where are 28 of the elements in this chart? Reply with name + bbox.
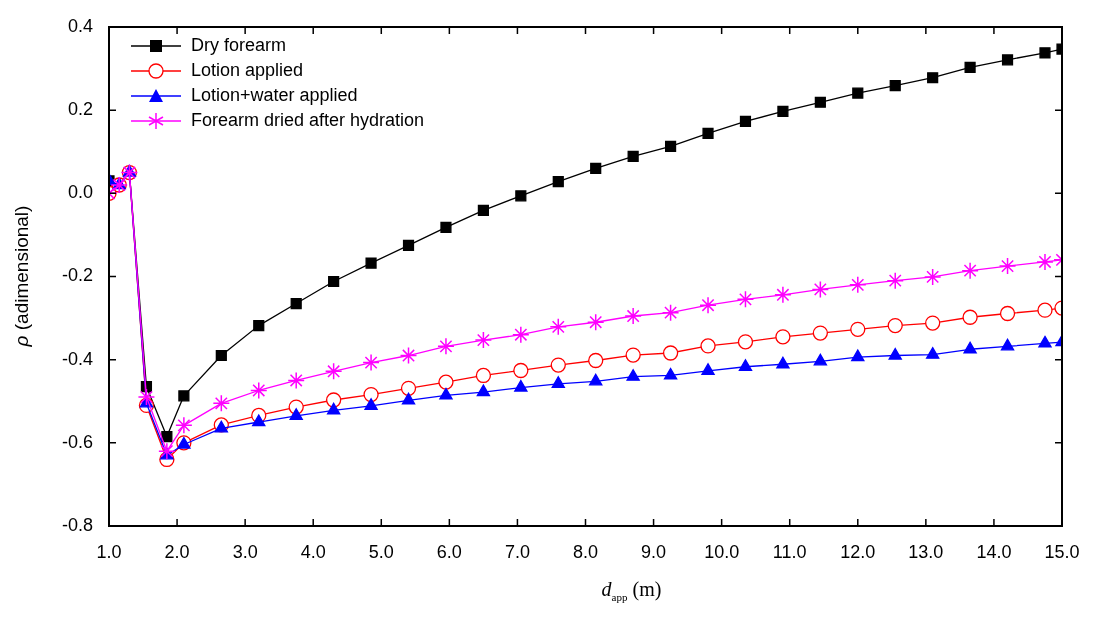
x-tick-label: 12.0 <box>840 541 876 562</box>
x-tick-label: 10.0 <box>704 541 740 562</box>
x-tick-label: 8.0 <box>572 541 599 562</box>
x-tick-label: 11.0 <box>772 541 807 562</box>
y-tick-label: 0.4 <box>67 15 93 36</box>
x-tick-label: 2.0 <box>164 541 190 562</box>
y-axis-title: ρ (adimensional) <box>11 205 33 347</box>
legend-label: Forearm dried after hydration <box>191 109 425 132</box>
x-tick-label: 14.0 <box>976 541 1012 562</box>
x-tick-label: 6.0 <box>436 541 462 562</box>
legend-label: Dry forearm <box>191 34 287 57</box>
y-tick-label: 0.0 <box>67 182 93 203</box>
x-tick-label: 13.0 <box>908 541 944 562</box>
x-tick-label: 1.0 <box>96 541 122 562</box>
x-tick-label: 9.0 <box>641 541 667 562</box>
y-tick-label: -0.4 <box>61 348 93 369</box>
y-tick-label: 0.2 <box>67 99 93 120</box>
x-axis-title: d$_{app}$ (m) <box>601 578 662 603</box>
x-tick-label: 3.0 <box>232 541 258 562</box>
x-tick-label: 15.0 <box>1044 541 1080 562</box>
x-tick-label: 5.0 <box>368 541 394 562</box>
y-tick-label: -0.2 <box>61 265 93 286</box>
y-tick-label: -0.8 <box>61 514 93 535</box>
y-tick-label: -0.6 <box>61 431 93 452</box>
legend-label: Lotion applied <box>191 59 304 82</box>
legend-label: Lotion+water applied <box>191 84 358 107</box>
x-tick-label: 4.0 <box>300 541 326 562</box>
x-tick-label: 7.0 <box>504 541 530 562</box>
